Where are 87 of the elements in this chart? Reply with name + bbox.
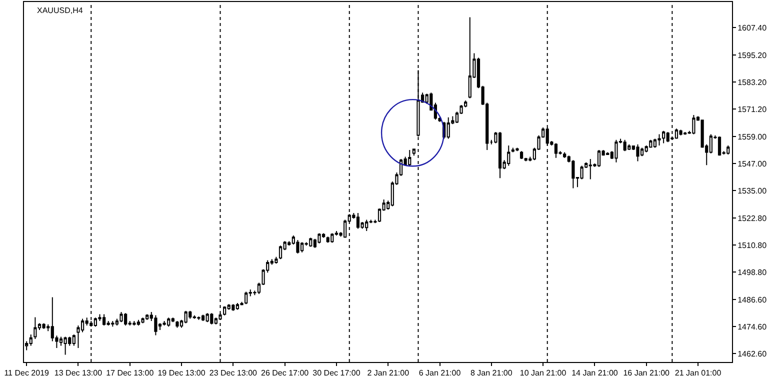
- candlestick: [197, 316, 200, 320]
- candlestick: [167, 317, 170, 328]
- y-tick-label: 1535.00: [738, 186, 768, 196]
- candlestick: [171, 317, 174, 323]
- candlestick: [120, 312, 123, 323]
- x-tick-label: 14 Jan 21:00: [572, 368, 618, 378]
- candlestick: [623, 139, 626, 152]
- y-tick-label: 1486.60: [738, 295, 768, 304]
- candlestick: [554, 142, 558, 158]
- candlestick: [64, 336, 67, 356]
- candlestick: [498, 132, 502, 179]
- candlestick: [210, 312, 214, 325]
- candlestick: [408, 150, 412, 166]
- candlestick: [296, 240, 300, 254]
- candlestick: [72, 334, 76, 346]
- candlestick: [176, 320, 179, 328]
- x-tick-label: 16 Jan 21:00: [623, 368, 670, 378]
- x-tick-label: 13 Dec 13:00: [54, 368, 103, 378]
- candlestick: [318, 232, 321, 244]
- candlestick: [132, 320, 136, 326]
- y-tick-label: 1571.20: [738, 104, 768, 114]
- y-tick-label: 1462.60: [738, 349, 768, 358]
- x-tick-label: 30 Dec 17:00: [312, 368, 361, 378]
- x-tick-label: 26 Dec 17:00: [261, 368, 310, 378]
- candlestick: [141, 317, 144, 324]
- candlestick: [412, 148, 416, 156]
- candlestick: [136, 319, 140, 326]
- candlestick: [29, 334, 32, 346]
- candlestick: [184, 310, 188, 324]
- x-tick-label: 8 Jan 21:00: [470, 368, 513, 378]
- candlestick: [606, 152, 610, 156]
- candlestick: [674, 128, 678, 140]
- candlestick: [636, 144, 640, 162]
- candlestick: [572, 160, 575, 189]
- candlestick: [206, 312, 209, 323]
- y-tick-label: 1607.40: [738, 23, 768, 32]
- x-tick-label: 10 Jan 21:00: [520, 368, 567, 378]
- candlestick: [520, 150, 524, 160]
- text: XAUUSD,H4: [37, 6, 84, 15]
- candlestick: [162, 320, 166, 326]
- candlestick: [232, 304, 235, 312]
- x-tick-label: 6 Jan 21:00: [418, 368, 462, 378]
- candlestick: [214, 317, 218, 325]
- candlestick: [154, 314, 158, 336]
- x-tick-label: 17 Dec 13:00: [106, 368, 154, 378]
- candlestick: [628, 144, 631, 151]
- candlestick: [662, 130, 666, 144]
- x-tick-label: 23 Dec 13:00: [209, 368, 258, 378]
- candlestick: [597, 150, 601, 168]
- y-tick-label: 1510.80: [738, 240, 768, 250]
- x-tick-label: 11 Dec 2019: [4, 368, 50, 378]
- y-tick-label: 1547.00: [738, 159, 768, 168]
- candlestick: [188, 310, 192, 320]
- candlestick: [236, 302, 240, 310]
- y-tick-label: 1522.80: [738, 214, 768, 223]
- candlestick: [658, 134, 661, 146]
- candlestick: [507, 145, 510, 166]
- x-tick-label: 21 Jan 01:00: [674, 368, 722, 378]
- y-tick-label: 1498.80: [738, 268, 768, 277]
- candlestick: [692, 114, 696, 135]
- candlestick: [356, 212, 360, 230]
- y-tick-label: 1559.00: [738, 132, 768, 142]
- candlestick: [666, 132, 670, 143]
- candlestick: [330, 232, 334, 244]
- candlestick: [649, 139, 652, 148]
- candlestick: [718, 136, 722, 156]
- x-tick-label: 19 Dec 13:00: [158, 368, 206, 378]
- candlestick: [726, 145, 730, 156]
- y-tick-label: 1595.20: [738, 50, 768, 60]
- candlestick: [563, 152, 566, 158]
- candlestick: [274, 256, 278, 264]
- candlestick: [516, 147, 519, 152]
- candlestick: [111, 320, 114, 328]
- candlestick: [42, 322, 46, 330]
- candlestick: [300, 242, 304, 253]
- candlestick: [34, 316, 37, 340]
- candlestick: [446, 116, 450, 140]
- candlestick: [653, 138, 657, 148]
- candlestick: [614, 139, 618, 163]
- candlestick: [326, 236, 330, 244]
- y-tick-label: 1583.20: [738, 78, 768, 87]
- candlestick: [201, 314, 205, 322]
- candlestick: [278, 245, 282, 260]
- candlestick: [309, 237, 312, 248]
- y-tick-label: 1474.60: [738, 322, 768, 332]
- candlestick: [679, 129, 682, 136]
- x-tick-label: 2 Jan 21:00: [367, 368, 410, 378]
